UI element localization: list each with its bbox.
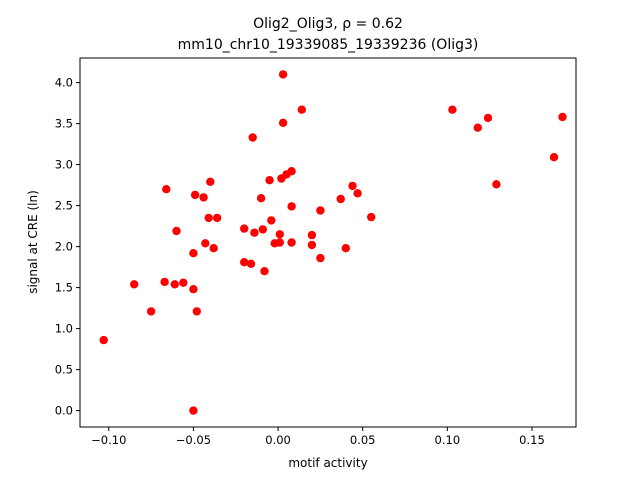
- data-point: [275, 230, 284, 239]
- data-point: [146, 307, 156, 316]
- data-point: [192, 307, 201, 316]
- x-tick-label: 0.15: [519, 433, 545, 447]
- data-point: [448, 105, 457, 114]
- data-point: [558, 112, 567, 122]
- data-point: [206, 177, 215, 186]
- data-point: [204, 213, 213, 223]
- data-point: [99, 335, 108, 345]
- data-point: [240, 258, 249, 267]
- chart-title-line-1: Olig2_Olig3, ρ = 0.62: [253, 16, 403, 32]
- data-point: [209, 244, 218, 253]
- data-point: [353, 189, 362, 198]
- data-point: [258, 225, 267, 234]
- x-tick-label: 0.00: [265, 433, 291, 447]
- y-tick-label: 1.0: [55, 322, 73, 336]
- x-axis-label: motif activity: [288, 456, 367, 470]
- x-tick-label: 0.10: [435, 433, 461, 447]
- y-tick-label: 0.5: [55, 363, 73, 377]
- data-point: [473, 123, 482, 132]
- data-point: [170, 280, 179, 289]
- y-axis-label: signal at CRE (ln): [26, 190, 40, 294]
- data-point: [162, 185, 171, 194]
- data-point: [189, 249, 198, 258]
- x-tick-label: −0.05: [176, 433, 211, 447]
- data-point: [287, 238, 296, 247]
- x-axis-ticks: −0.10 −0.05 0.00 0.05 0.10 0.15: [91, 427, 545, 447]
- data-point: [189, 285, 198, 294]
- data-point: [250, 228, 259, 237]
- data-point: [172, 226, 181, 236]
- data-point: [483, 113, 493, 123]
- data-point: [336, 194, 345, 204]
- data-point: [246, 259, 256, 268]
- y-tick-label: 4.0: [55, 76, 73, 90]
- data-point: [189, 406, 198, 415]
- data-point: [549, 153, 559, 162]
- data-point: [278, 70, 288, 79]
- data-point: [275, 238, 284, 247]
- x-tick-label: 0.05: [350, 433, 376, 447]
- data-point: [307, 240, 317, 250]
- y-tick-label: 2.5: [55, 199, 73, 213]
- data-point: [160, 277, 169, 287]
- y-tick-label: 3.0: [55, 158, 73, 172]
- data-point: [348, 181, 357, 191]
- data-point: [316, 253, 325, 263]
- data-point: [199, 193, 208, 202]
- y-tick-label: 2.0: [55, 240, 73, 254]
- y-tick-label: 1.5: [55, 281, 73, 295]
- data-point: [341, 244, 350, 253]
- data-point: [307, 230, 317, 240]
- data-point: [260, 267, 269, 276]
- data-point: [201, 239, 210, 248]
- data-point: [287, 167, 296, 176]
- data-point: [267, 216, 276, 225]
- y-tick-label: 0.0: [55, 404, 73, 418]
- data-point: [212, 213, 222, 223]
- data-point: [130, 280, 139, 289]
- data-point: [265, 176, 274, 185]
- chart-title-line-2: mm10_chr10_19339085_19339236 (Olig3): [178, 37, 479, 53]
- data-point: [190, 190, 200, 200]
- data-point: [240, 224, 249, 233]
- data-point: [367, 212, 376, 222]
- x-tick-label: −0.10: [91, 433, 126, 447]
- data-points: [99, 70, 567, 415]
- data-point: [287, 202, 296, 211]
- plot-area-frame: [79, 57, 577, 428]
- y-tick-label: 3.5: [55, 117, 73, 131]
- data-point: [492, 180, 501, 189]
- data-point: [278, 118, 288, 128]
- data-point: [179, 278, 188, 287]
- data-point: [316, 206, 325, 215]
- data-point: [256, 194, 266, 203]
- y-axis-ticks: 0.0 0.5 1.0 1.5 2.0 2.5 3.0 3.5 4.0: [55, 76, 80, 418]
- data-point: [297, 105, 306, 114]
- data-point: [248, 133, 257, 142]
